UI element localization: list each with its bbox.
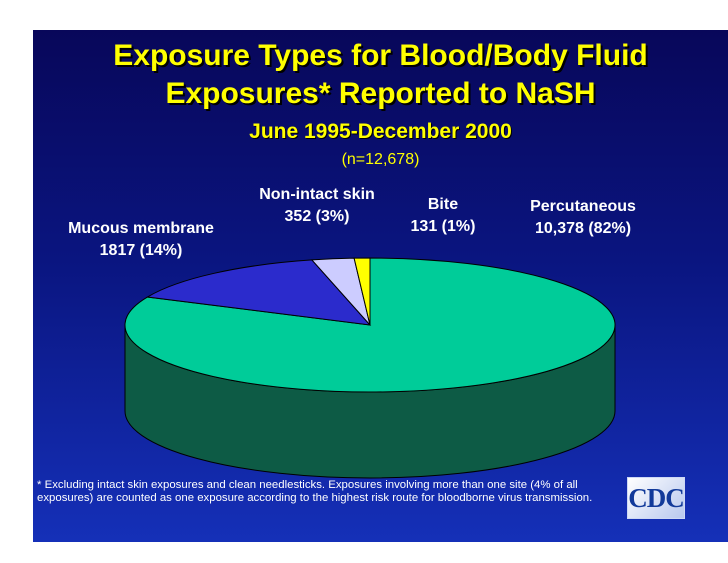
chart-title-line-2: Exposures* Reported to NaSH [165, 77, 596, 110]
slice-label-bite: Bite 131 (1%) [393, 194, 493, 238]
slice-label-percutaneous: Percutaneous 10,378 (82%) [503, 196, 663, 240]
cdc-logo-text: CDC [628, 482, 684, 513]
slice-label-non-intact-skin: Non-intact skin 352 (3%) [237, 184, 397, 228]
slice-value-mucous-membrane: 1817 (14%) [99, 242, 183, 259]
pie-slice-mucous-membrane [145, 259, 372, 326]
slice-name-mucous-membrane: Mucous membrane [68, 220, 214, 237]
slice-name-percutaneous: Percutaneous [530, 198, 636, 215]
cdc-logo: CDC [627, 477, 685, 519]
pie-slice-bite [353, 257, 371, 326]
chart-title-line-1: Exposure Types for Blood/Body Fluid [113, 39, 648, 72]
slice-name-non-intact-skin: Non-intact skin [259, 186, 375, 203]
pie-chart [124, 257, 616, 479]
slide: Exposure Types for Blood/Body Fluid Expo… [33, 30, 728, 542]
slice-label-mucous-membrane: Mucous membrane 1817 (14%) [41, 218, 241, 262]
sample-size-label: (n=12,678) [341, 151, 420, 168]
pie-top-faces [124, 257, 616, 393]
footnote: * Excluding intact skin exposures and cl… [37, 479, 593, 504]
pie-slice-percutaneous [124, 257, 616, 393]
slice-value-percutaneous: 10,378 (82%) [534, 220, 632, 237]
slice-name-bite: Bite [427, 196, 459, 213]
chart-subtitle: June 1995-December 2000 [249, 120, 512, 143]
slice-value-bite: 131 (1%) [410, 218, 476, 235]
slice-value-non-intact-skin: 352 (3%) [284, 208, 350, 225]
